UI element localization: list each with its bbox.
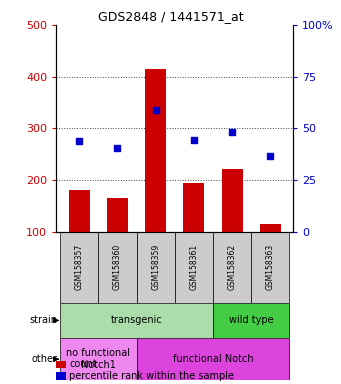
Point [115,145,120,151]
Bar [222,169,242,232]
Bar [60,303,213,338]
Text: GSM158362: GSM158362 [227,244,237,290]
Text: GSM158359: GSM158359 [151,244,160,290]
Text: no functional
Notch1: no functional Notch1 [66,348,130,370]
Text: count: count [69,359,97,369]
Point [76,138,82,144]
Bar [136,338,290,380]
Bar [107,198,128,232]
Text: transgenic: transgenic [111,315,162,325]
Bar [69,190,90,232]
Bar [251,232,290,303]
Bar [213,303,290,338]
Text: GSM158363: GSM158363 [266,244,275,290]
Text: other: other [31,354,57,364]
Point [268,152,273,159]
Text: percentile rank within the sample: percentile rank within the sample [69,371,234,381]
Bar [60,338,136,380]
Text: GSM158357: GSM158357 [75,244,84,290]
Bar [98,232,136,303]
Point [191,137,197,143]
Text: functional Notch: functional Notch [173,354,253,364]
Bar [213,232,251,303]
Text: GSM158361: GSM158361 [189,244,198,290]
Text: GSM158360: GSM158360 [113,244,122,290]
Text: strain: strain [29,315,57,325]
Point [229,129,235,136]
Text: wild type: wild type [229,315,273,325]
Bar [145,69,166,232]
Bar [136,232,175,303]
Text: GDS2848 / 1441571_at: GDS2848 / 1441571_at [98,10,243,23]
Point [153,107,158,113]
Bar [260,224,281,232]
Bar [175,232,213,303]
Bar [60,232,98,303]
Bar [183,182,204,232]
